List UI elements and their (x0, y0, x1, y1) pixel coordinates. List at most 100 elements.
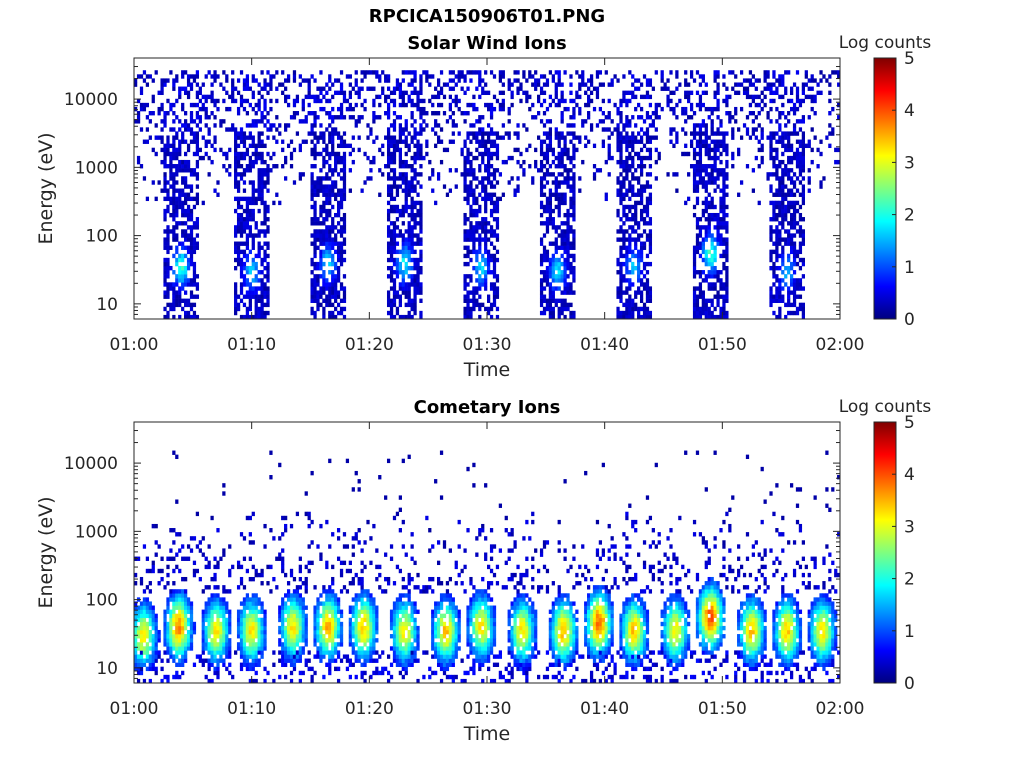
heatmap-cell (481, 282, 485, 287)
heatmap-cell (787, 155, 791, 161)
heatmap-cell (342, 241, 347, 246)
heatmap-cell (610, 119, 614, 124)
heatmap-cell (157, 90, 161, 96)
heatmap-cell (551, 274, 555, 279)
heatmap-cell (557, 164, 561, 169)
heatmap-cell (184, 302, 188, 308)
heatmap-cell (245, 200, 250, 206)
heatmap-cell (331, 310, 335, 316)
heatmap-cell (798, 306, 803, 312)
heatmap-cell (554, 90, 558, 96)
heatmap-cell (725, 278, 729, 283)
heatmap-cell (619, 314, 623, 320)
heatmap-cell (772, 229, 776, 234)
heatmap-cell (392, 139, 397, 144)
heatmap-cell (425, 143, 429, 149)
heatmap-cell (398, 86, 402, 91)
heatmap-cell (692, 310, 697, 316)
heatmap-cell (389, 245, 394, 250)
heatmap-cell (781, 176, 785, 181)
heatmap-cell (742, 78, 747, 83)
heatmap-cell (757, 102, 761, 108)
heatmap-cell (404, 164, 408, 169)
heatmap-cell (328, 253, 332, 259)
heatmap-cell (466, 233, 470, 238)
heatmap-cell (478, 237, 482, 242)
heatmap-cell (172, 139, 176, 144)
heatmap-cell (425, 123, 429, 128)
heatmap-cell (463, 188, 467, 193)
heatmap-cell (145, 585, 150, 590)
heatmap-cell (789, 159, 794, 165)
heatmap-cell (572, 212, 576, 218)
heatmap-cell (236, 172, 241, 177)
heatmap-cell (392, 257, 397, 263)
heatmap-cell (166, 625, 170, 631)
heatmap-cell (769, 86, 773, 91)
heatmap-cell (139, 605, 144, 610)
heatmap-cell (160, 556, 164, 561)
heatmap-cell (157, 106, 161, 112)
heatmap-cell (639, 217, 644, 222)
heatmap-cell (569, 159, 573, 165)
heatmap-cell (510, 94, 514, 100)
heatmap-cell (251, 143, 255, 149)
heatmap-cell (789, 265, 794, 271)
heatmap-cell (392, 176, 397, 181)
heatmap-cell (622, 94, 626, 100)
heatmap-cell (234, 294, 238, 299)
heatmap-cell (163, 119, 167, 124)
heatmap-cell (716, 168, 720, 173)
heatmap-cell (404, 261, 408, 267)
heatmap-cell (386, 94, 391, 100)
heatmap-cell (495, 306, 500, 312)
heatmap-cell (716, 274, 720, 279)
heatmap-cell (463, 172, 467, 177)
heatmap-cell (760, 106, 764, 112)
heatmap-cell (169, 302, 173, 308)
x-tick-label: 01:20 (345, 335, 394, 355)
heatmap-cell (404, 302, 408, 308)
heatmap-cell (560, 253, 564, 259)
heatmap-cell (410, 217, 414, 222)
heatmap-cell (310, 123, 314, 128)
heatmap-cell (145, 139, 150, 144)
heatmap-cell (407, 257, 411, 263)
heatmap-cell (478, 221, 482, 226)
heatmap-cell (710, 168, 714, 173)
heatmap-cell (554, 286, 558, 291)
heatmap-cell (637, 131, 641, 136)
heatmap-cell (178, 298, 182, 303)
heatmap-cell (172, 621, 176, 627)
heatmap-cell (404, 265, 408, 271)
heatmap-cell (231, 82, 235, 87)
heatmap-cell (319, 294, 323, 299)
heatmap-cell (339, 253, 344, 259)
heatmap-cell (622, 208, 626, 214)
heatmap-cell (292, 111, 297, 116)
heatmap-cell (222, 86, 226, 91)
heatmap-cell (469, 290, 473, 295)
heatmap-cell (184, 290, 188, 295)
heatmap-cell (348, 143, 352, 149)
heatmap-cell (516, 184, 520, 189)
heatmap-cell (569, 131, 573, 136)
heatmap-cell (381, 172, 385, 177)
heatmap-cell (792, 233, 797, 238)
heatmap-cell (778, 282, 782, 287)
heatmap-cell (560, 233, 564, 238)
heatmap-cell (692, 155, 697, 161)
heatmap-cell (363, 70, 367, 75)
heatmap-cell (325, 127, 329, 132)
heatmap-cell (572, 270, 576, 275)
heatmap-cell (507, 78, 511, 83)
heatmap-cell (484, 188, 488, 193)
heatmap-cell (495, 233, 500, 238)
heatmap-cell (625, 131, 629, 136)
heatmap-cell (286, 78, 291, 83)
heatmap-cell (339, 245, 344, 250)
heatmap-cell (286, 143, 291, 149)
heatmap-cell (401, 94, 405, 100)
heatmap-cell (239, 298, 244, 303)
heatmap-cell (172, 617, 176, 623)
